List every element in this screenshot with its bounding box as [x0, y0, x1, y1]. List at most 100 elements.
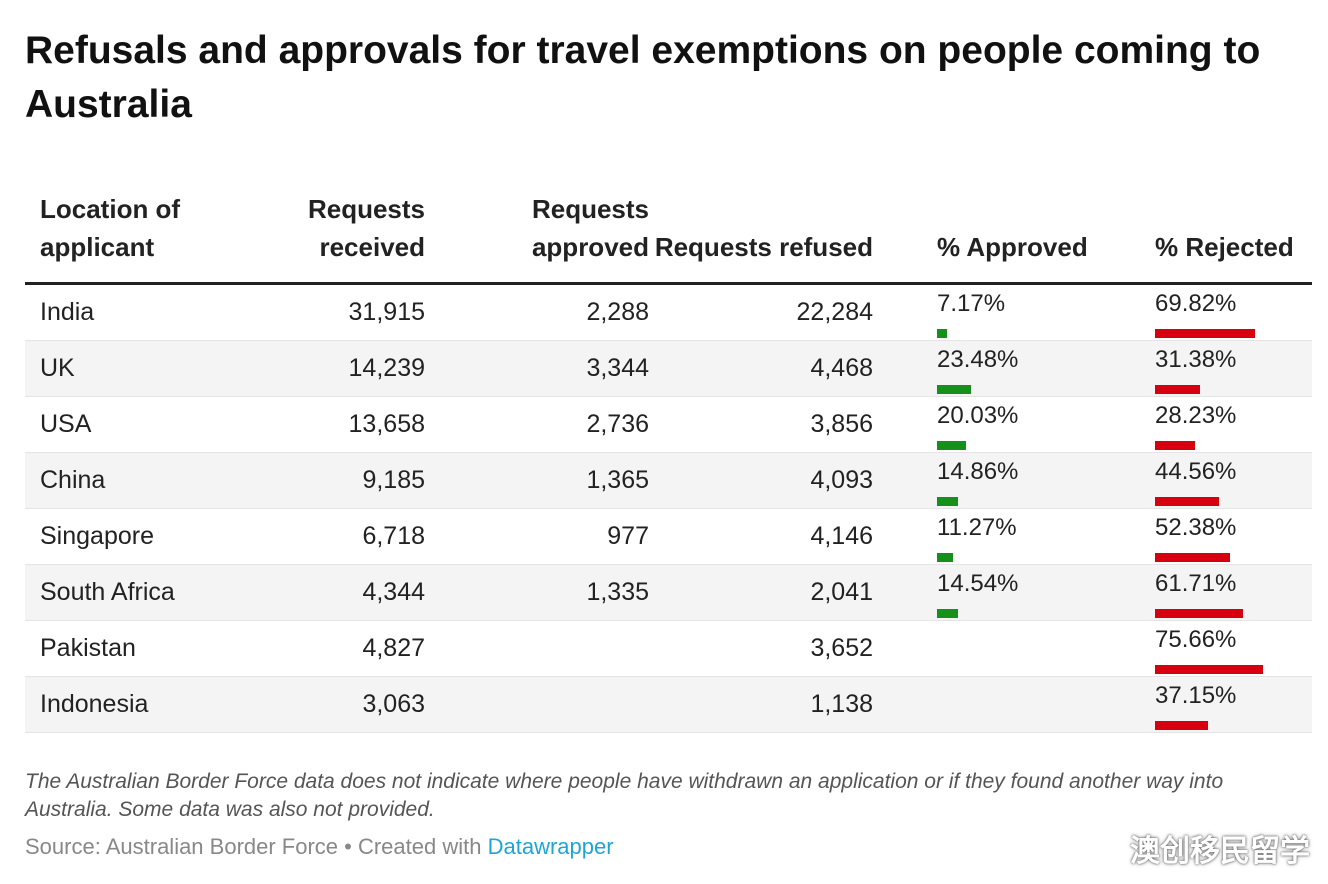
pct-rejected-bar: [1155, 385, 1200, 394]
cell-pct-rejected: 61.71%: [1091, 564, 1312, 621]
watermark: 澳创移民留学: [1130, 835, 1310, 868]
cell-location: Singapore: [25, 508, 253, 565]
pct-rejected-bar: [1155, 553, 1230, 562]
cell-pct-approved: 14.54%: [873, 564, 1091, 621]
pct-approved-bar: [937, 329, 947, 338]
table-row: South Africa 4,344 1,335 2,041 14.54% 61.71%: [25, 564, 1312, 621]
cell-refused: 1,138: [649, 676, 873, 733]
pct-approved-bar: [937, 609, 958, 618]
header-location[interactable]: Location of applicant: [25, 190, 253, 285]
cell-refused: 4,468: [649, 340, 873, 397]
cell-location: UK: [25, 340, 253, 397]
cell-approved: 2,736: [425, 396, 649, 453]
header-pct-rejected[interactable]: % Rejected: [1091, 190, 1312, 285]
cell-refused: 2,041: [649, 564, 873, 621]
pct-rejected-label: 37.15%: [1155, 682, 1237, 709]
cell-pct-rejected: 31.38%: [1091, 340, 1312, 397]
header-pct-approved[interactable]: % Approved: [873, 190, 1091, 285]
pct-rejected-bar: [1155, 329, 1255, 338]
pct-rejected-label: 52.38%: [1155, 514, 1237, 541]
pct-approved-label: 14.54%: [937, 570, 1019, 597]
cell-pct-approved: 7.17%: [873, 283, 1091, 341]
pct-rejected-bar: [1155, 497, 1219, 506]
pct-rejected-bar: [1155, 609, 1243, 618]
pct-approved-bar: [937, 497, 958, 506]
cell-approved: [425, 620, 649, 677]
cell-pct-rejected: 37.15%: [1091, 676, 1312, 733]
cell-approved: 977: [425, 508, 649, 565]
cell-refused: 22,284: [649, 283, 873, 341]
cell-location: Indonesia: [25, 676, 253, 733]
header-approved[interactable]: Requests approved: [425, 190, 649, 285]
cell-refused: 3,856: [649, 396, 873, 453]
cell-location: China: [25, 452, 253, 509]
cell-pct-approved: 11.27%: [873, 508, 1091, 565]
source-text: Source: Australian Border Force • Create…: [25, 834, 488, 859]
table-body: India 31,915 2,288 22,284 7.17% 69.82% UK 14,23…: [25, 283, 1312, 733]
cell-refused: 3,652: [649, 620, 873, 677]
cell-received: 14,239: [253, 340, 425, 397]
pct-approved-bar: [937, 553, 953, 562]
table-header-row: Location of applicant Requests received …: [25, 190, 1312, 285]
cell-approved: 3,344: [425, 340, 649, 397]
pct-rejected-label: 28.23%: [1155, 402, 1237, 429]
pct-rejected-label: 75.66%: [1155, 626, 1237, 653]
pct-approved-bar: [937, 385, 971, 394]
pct-rejected-bar: [1155, 665, 1263, 674]
pct-approved-label: 20.03%: [937, 402, 1019, 429]
table-row: Pakistan 4,827 3,652 75.66%: [25, 620, 1312, 677]
table-row: Singapore 6,718 977 4,146 11.27% 52.38%: [25, 508, 1312, 565]
table-row: China 9,185 1,365 4,093 14.86% 44.56%: [25, 452, 1312, 509]
chart-title: Refusals and approvals for travel exempt…: [25, 29, 1261, 126]
header-received[interactable]: Requests received: [253, 190, 425, 285]
cell-received: 3,063: [253, 676, 425, 733]
cell-pct-rejected: 69.82%: [1091, 283, 1312, 341]
pct-rejected-label: 61.71%: [1155, 570, 1237, 597]
datawrapper-link[interactable]: Datawrapper: [487, 834, 614, 859]
pct-rejected-bar: [1155, 721, 1208, 730]
cell-received: 4,344: [253, 564, 425, 621]
pct-rejected-bar: [1155, 441, 1195, 450]
pct-rejected-label: 69.82%: [1155, 290, 1237, 317]
pct-approved-label: 23.48%: [937, 346, 1019, 373]
cell-pct-approved: 20.03%: [873, 396, 1091, 453]
cell-approved: 1,335: [425, 564, 649, 621]
cell-received: 6,718: [253, 508, 425, 565]
cell-pct-rejected: 75.66%: [1091, 620, 1312, 677]
cell-pct-rejected: 52.38%: [1091, 508, 1312, 565]
table-row: UK 14,239 3,344 4,468 23.48% 31.38%: [25, 340, 1312, 397]
cell-approved: 1,365: [425, 452, 649, 509]
cell-pct-approved: 23.48%: [873, 340, 1091, 397]
cell-pct-rejected: 28.23%: [1091, 396, 1312, 453]
cell-received: 13,658: [253, 396, 425, 453]
cell-refused: 4,146: [649, 508, 873, 565]
pct-approved-label: 14.86%: [937, 458, 1019, 485]
cell-received: 4,827: [253, 620, 425, 677]
cell-location: Pakistan: [25, 620, 253, 677]
cell-location: USA: [25, 396, 253, 453]
pct-approved-label: 11.27%: [937, 514, 1017, 541]
cell-received: 31,915: [253, 283, 425, 341]
header-refused[interactable]: Requests refused: [649, 190, 873, 285]
cell-approved: [425, 676, 649, 733]
data-table: Location of applicant Requests received …: [25, 190, 1312, 733]
cell-pct-rejected: 44.56%: [1091, 452, 1312, 509]
cell-location: India: [25, 283, 253, 341]
pct-approved-label: 7.17%: [937, 290, 1006, 317]
pct-rejected-label: 31.38%: [1155, 346, 1237, 373]
pct-rejected-label: 44.56%: [1155, 458, 1237, 485]
table-row: Indonesia 3,063 1,138 37.15%: [25, 676, 1312, 733]
table-row: USA 13,658 2,736 3,856 20.03% 28.23%: [25, 396, 1312, 453]
cell-received: 9,185: [253, 452, 425, 509]
pct-approved-bar: [937, 441, 966, 450]
cell-pct-approved: [873, 620, 1091, 677]
cell-approved: 2,288: [425, 283, 649, 341]
source-line: Source: Australian Border Force • Create…: [25, 834, 614, 860]
cell-pct-approved: [873, 676, 1091, 733]
cell-pct-approved: 14.86%: [873, 452, 1091, 509]
table-row: India 31,915 2,288 22,284 7.17% 69.82%: [25, 283, 1312, 341]
cell-location: South Africa: [25, 564, 253, 621]
cell-refused: 4,093: [649, 452, 873, 509]
chart-notes: The Australian Border Force data does no…: [25, 770, 1224, 821]
